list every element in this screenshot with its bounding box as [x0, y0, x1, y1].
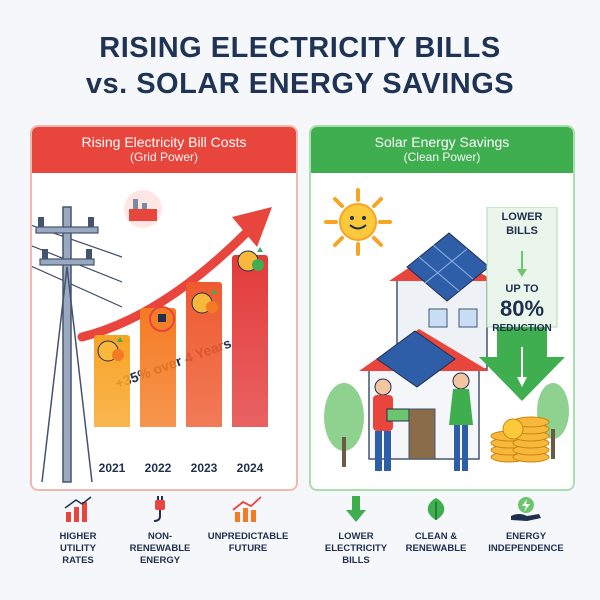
- rising-trend-arrow: [77, 207, 272, 342]
- solar-savings-heading: Solar Energy Savings: [374, 134, 510, 150]
- money-bag-icon: [97, 337, 124, 362]
- bottom-label: HIGHER UTILITY RATES: [59, 531, 97, 566]
- unpredictable-future-item: UNPREDICTABLE FUTURE: [200, 496, 296, 555]
- title-line-2: vs. SOLAR ENERGY SAVINGS: [85, 68, 515, 100]
- title-line-1: RISING ELECTRICITY BILLS: [99, 32, 501, 64]
- rising-bills-heading: Rising Electricity Bill Costs: [81, 134, 247, 150]
- factory-icon: [124, 190, 162, 228]
- lower-electricity-bills-item: LOWER ELECTRICITY BILLS: [308, 496, 404, 567]
- year-label: 2022: [144, 461, 172, 475]
- down-arrow-icon: [346, 496, 366, 522]
- solar-savings-subheading: (Clean Power): [403, 150, 481, 164]
- non-renewable-energy-item: NON- RENEWABLE ENERGY: [112, 496, 208, 567]
- page-title: RISING ELECTRICITY BILLS vs. SOLAR ENERG…: [0, 30, 600, 102]
- rising-bills-banner: Rising Electricity Bill Costs (Grid Powe…: [32, 127, 296, 173]
- plug-icon: [153, 496, 165, 522]
- bottom-label: LOWER ELECTRICITY BILLS: [324, 531, 388, 566]
- money-bag-icon: [237, 247, 264, 272]
- bills-label: BILLS: [506, 225, 538, 237]
- person-holding-money-illustration: [373, 378, 409, 471]
- energy-hand-icon: [511, 497, 541, 521]
- higher-utility-rates-item: HIGHER UTILITY RATES: [30, 496, 126, 567]
- trend-chart-icon: [232, 496, 262, 522]
- reduction-label: REDUCTION: [492, 323, 552, 334]
- rising-bills-panel: Rising Electricity Bill Costs (Grid Powe…: [30, 125, 298, 491]
- leaf-icon: [427, 498, 445, 520]
- solar-savings-banner: Solar Energy Savings (Clean Power): [311, 127, 573, 173]
- money-bag-icon: [191, 289, 218, 314]
- cost-bar-2024: [232, 255, 268, 427]
- energy-independence-item: ENERGY INDEPENDENCE: [478, 496, 574, 555]
- solar-savings-panel: Solar Energy Savings (Clean Power): [309, 125, 575, 491]
- plug-price-icon: [149, 306, 175, 332]
- power-pole-illustration: [32, 206, 122, 483]
- bottom-label: UNPREDICTABLE FUTURE: [207, 531, 289, 554]
- bottom-label: CLEAN & RENEWABLE: [405, 531, 467, 554]
- reduction-percent: 80%: [499, 296, 545, 321]
- lower-label: LOWER: [501, 211, 543, 223]
- savings-down-arrow: [479, 207, 565, 401]
- person-woman-illustration: [449, 372, 473, 471]
- year-label: 2024: [236, 461, 264, 475]
- rising-bills-subheading: (Grid Power): [129, 150, 198, 164]
- upto-label: UP TO: [505, 283, 539, 295]
- bottom-label: NON- RENEWABLE ENERGY: [129, 531, 191, 566]
- clean-renewable-item: CLEAN & RENEWABLE: [388, 496, 484, 555]
- sun-icon: [324, 188, 392, 256]
- coin-stack-icon: [490, 416, 550, 463]
- rising-bar-chart-icon: [64, 496, 92, 522]
- year-label: 2023: [190, 461, 218, 475]
- year-label: 2021: [98, 461, 126, 475]
- tree-icon: [324, 383, 364, 467]
- bottom-label: ENERGY INDEPENDENCE: [488, 531, 564, 554]
